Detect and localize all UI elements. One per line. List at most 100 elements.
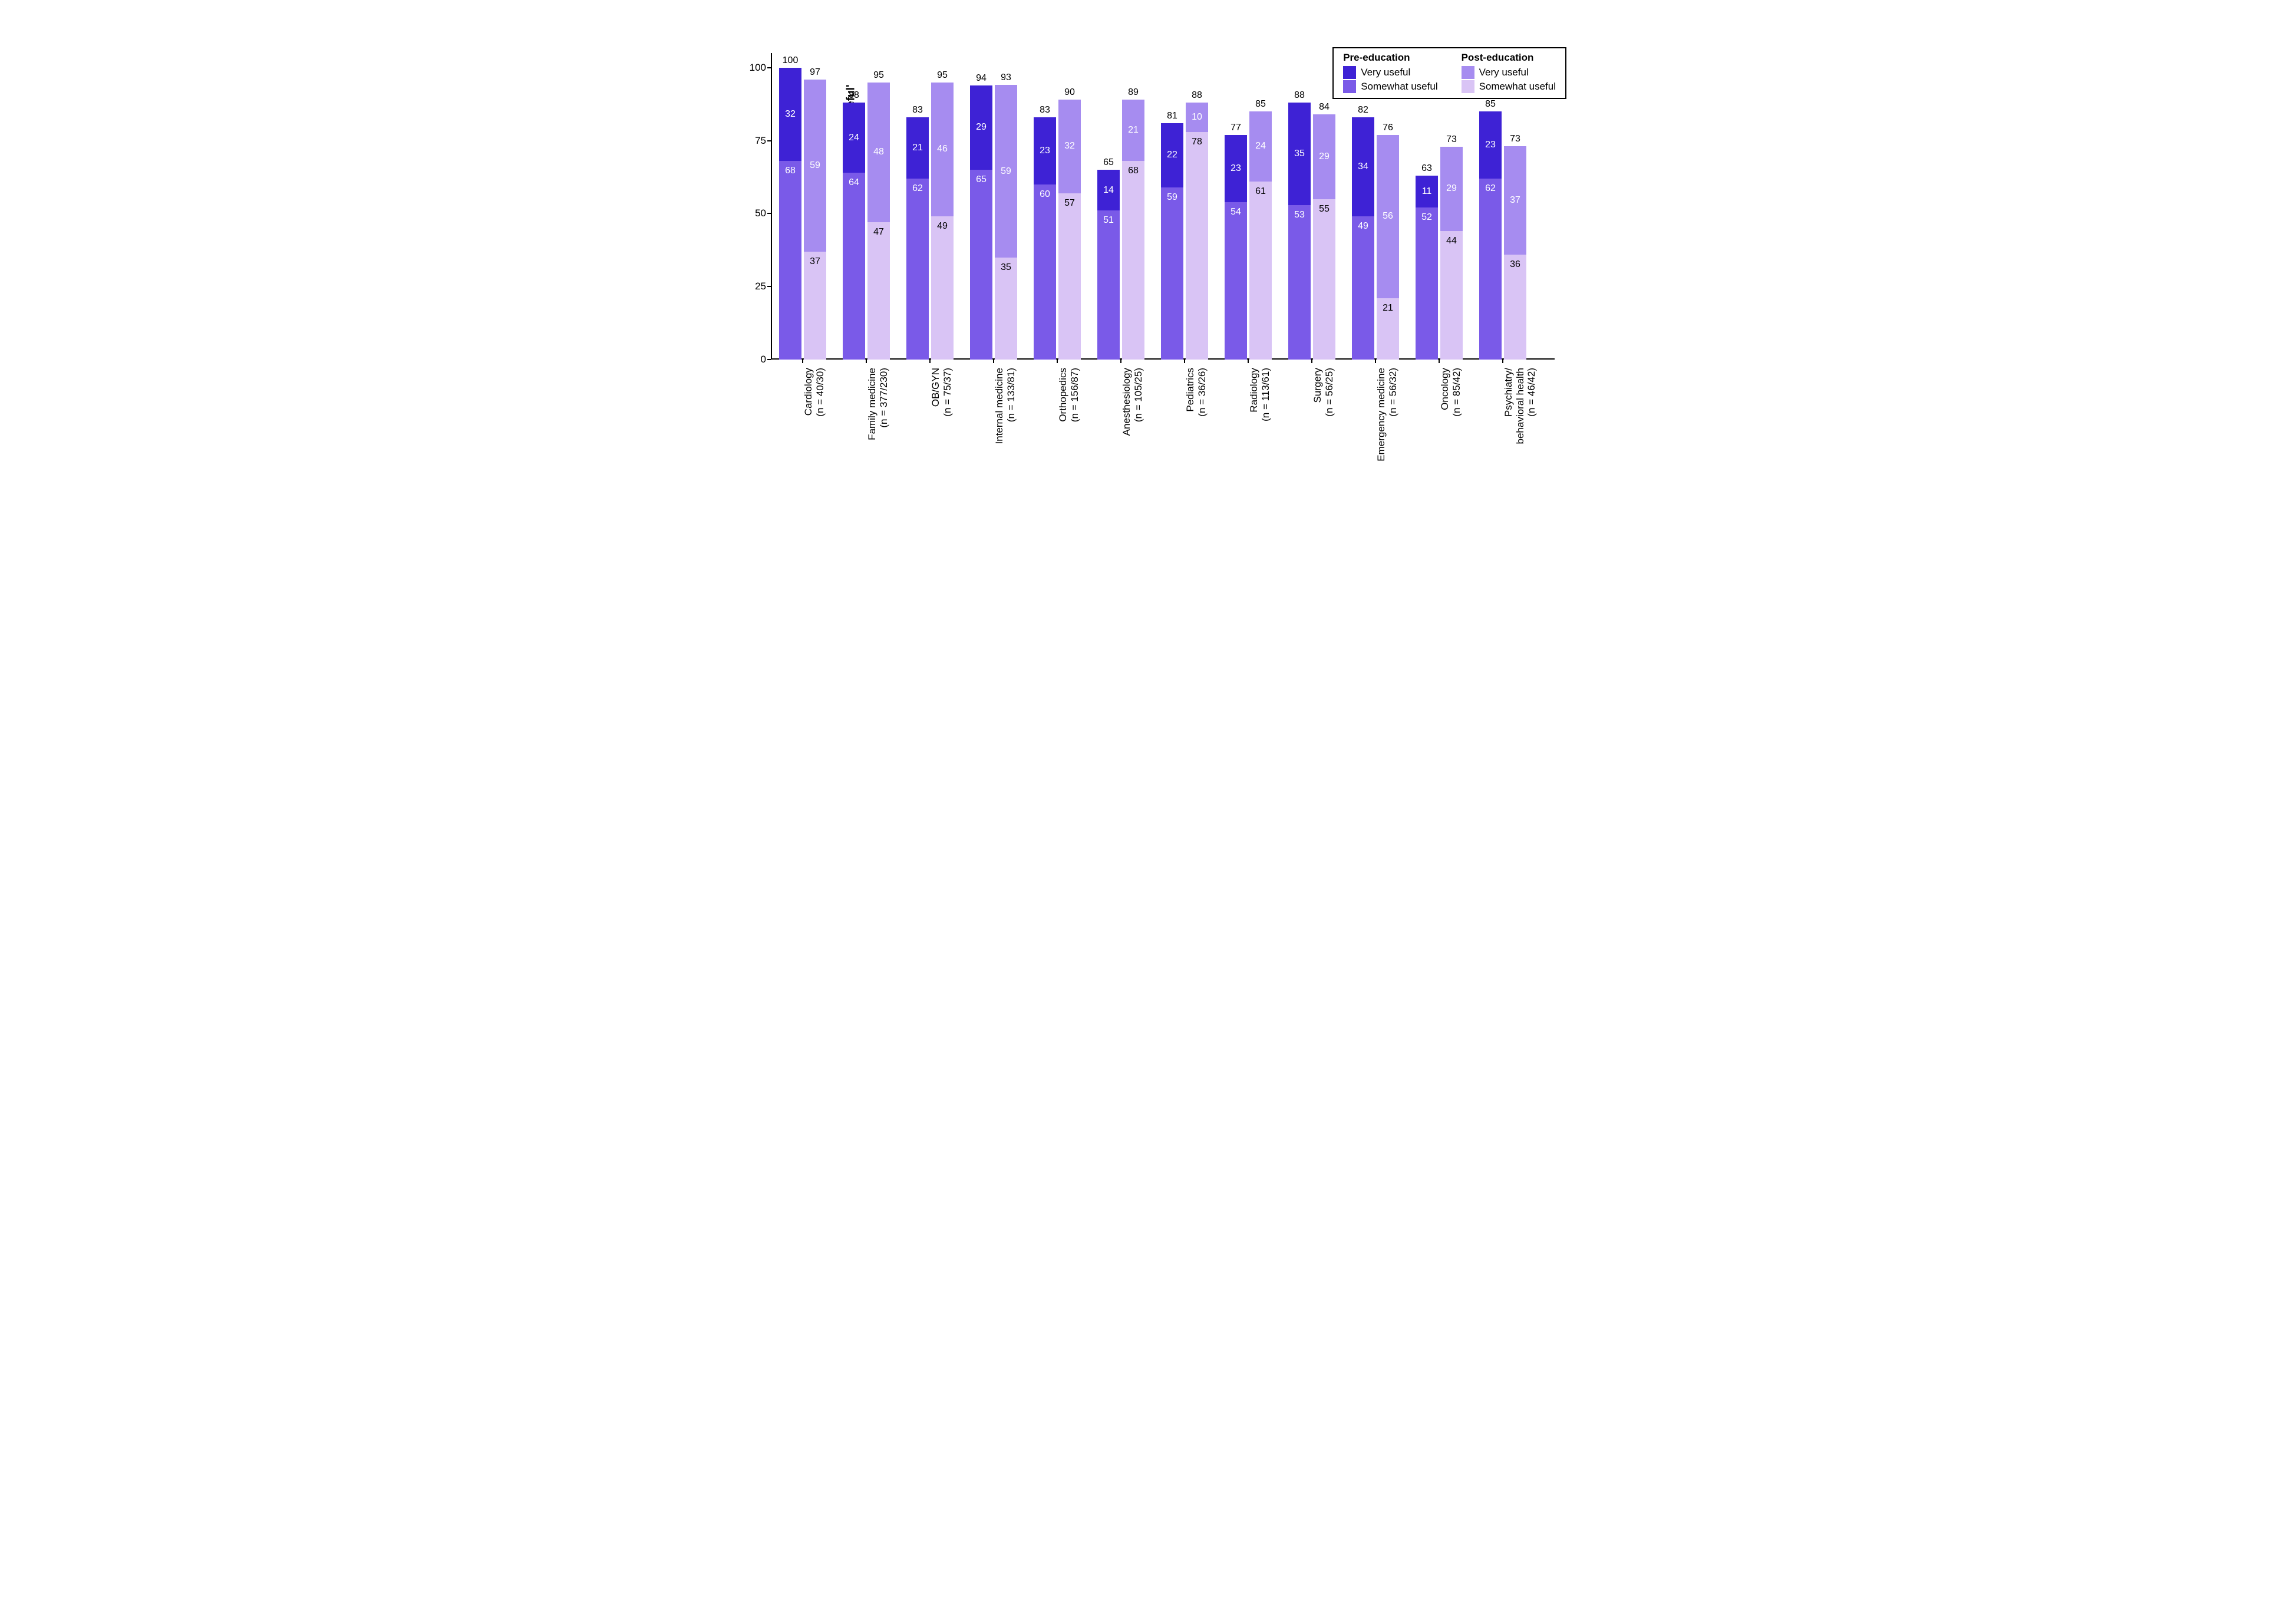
category-group: 642488474895: [843, 53, 890, 360]
post-bar: 363773: [1504, 146, 1526, 360]
pre-very-value: 23: [1040, 146, 1050, 156]
pre-total-value: 88: [1294, 90, 1305, 101]
post-somewhat-segment: 55: [1313, 199, 1335, 360]
pre-very-value: 32: [785, 109, 796, 120]
pre-very-value: 22: [1167, 150, 1177, 160]
post-bar: 442973: [1440, 147, 1463, 360]
x-tick-mark: [1502, 360, 1503, 363]
post-very-segment: 59: [804, 80, 826, 252]
y-tick-label: 100: [743, 62, 766, 74]
pre-total-value: 88: [849, 90, 859, 101]
post-very-segment: 59: [995, 85, 1017, 257]
post-somewhat-value: 55: [1319, 204, 1330, 215]
pre-total-value: 63: [1421, 163, 1432, 174]
y-tick-label: 75: [743, 135, 766, 147]
pre-somewhat-value: 49: [1358, 221, 1368, 232]
x-category-label: Psychiatry/behavioral health(n = 46/42): [1503, 368, 1538, 444]
post-very-value: 56: [1383, 211, 1393, 222]
post-very-segment: 32: [1058, 100, 1081, 193]
post-somewhat-segment: 61: [1249, 182, 1272, 360]
legend-post-somewhat: Somewhat useful: [1462, 80, 1556, 93]
category-group: 622385363773: [1479, 53, 1526, 360]
pre-very-segment: 23: [1034, 117, 1056, 184]
swatch-post-very: [1462, 66, 1474, 79]
post-somewhat-value: 35: [1001, 262, 1011, 273]
pre-somewhat-segment: 60: [1034, 184, 1056, 360]
post-total-value: 73: [1510, 134, 1520, 144]
post-somewhat-value: 21: [1383, 303, 1393, 314]
x-category-label: Cardiology(n = 40/30): [803, 368, 826, 417]
pre-very-value: 35: [1294, 149, 1305, 159]
x-category-label: Emergency medicine(n = 56/32): [1375, 368, 1398, 462]
category-group: 511465682189: [1097, 53, 1144, 360]
pre-somewhat-value: 51: [1103, 215, 1114, 226]
post-total-value: 88: [1192, 90, 1202, 101]
x-tick-mark: [1439, 360, 1440, 363]
pre-somewhat-segment: 49: [1352, 216, 1374, 360]
swatch-pre-somewhat: [1343, 80, 1356, 93]
pre-somewhat-value: 62: [912, 183, 923, 194]
pre-bar: 493482: [1352, 117, 1374, 360]
post-somewhat-segment: 35: [995, 258, 1017, 360]
x-category-label: Oncology(n = 85/42): [1439, 368, 1462, 417]
pre-bar: 592281: [1161, 123, 1183, 360]
pre-total-value: 82: [1358, 105, 1368, 116]
category-group: 521163442973: [1416, 53, 1463, 360]
legend-post-very: Very useful: [1462, 66, 1556, 79]
post-total-value: 93: [1001, 72, 1011, 83]
pre-bar: 542377: [1225, 135, 1247, 360]
post-somewhat-segment: 44: [1440, 231, 1463, 360]
post-total-value: 95: [937, 70, 948, 81]
pre-very-value: 29: [976, 122, 987, 133]
chart-container: Pre-education Very useful Somewhat usefu…: [718, 53, 1578, 360]
post-somewhat-value: 57: [1064, 198, 1075, 209]
pre-somewhat-segment: 64: [843, 173, 865, 360]
pre-bar: 511465: [1097, 170, 1120, 360]
x-category-label: Radiology(n = 113/61): [1248, 368, 1271, 421]
pre-bar: 622385: [1479, 111, 1502, 360]
post-total-value: 85: [1255, 99, 1266, 110]
post-somewhat-value: 68: [1128, 166, 1139, 176]
pre-very-value: 11: [1422, 186, 1432, 197]
pre-somewhat-segment: 62: [906, 179, 929, 360]
x-tick-mark: [866, 360, 867, 363]
plot-area: % reporting 'somewhat useful' or 'very u…: [771, 53, 1555, 360]
x-category-label: Internal medicine(n = 133/81): [994, 368, 1017, 444]
pre-total-value: 77: [1231, 123, 1241, 133]
x-tick-mark: [993, 360, 994, 363]
post-somewhat-value: 36: [1510, 259, 1520, 270]
pre-bar: 602383: [1034, 117, 1056, 360]
pre-somewhat-segment: 62: [1479, 179, 1502, 360]
post-bar: 494695: [931, 83, 954, 360]
pre-very-segment: 35: [1288, 103, 1311, 205]
post-somewhat-segment: 49: [931, 216, 954, 360]
pre-total-value: 65: [1103, 157, 1114, 168]
post-very-segment: 48: [867, 83, 890, 223]
pre-very-segment: 24: [843, 103, 865, 173]
y-tick-label: 50: [743, 207, 766, 219]
post-very-value: 59: [810, 160, 820, 171]
post-somewhat-segment: 47: [867, 222, 890, 360]
pre-very-segment: 21: [906, 117, 929, 179]
legend-very-label: Very useful: [1361, 67, 1410, 78]
legend-pre-very: Very useful: [1343, 66, 1437, 79]
pre-bar: 642488: [843, 103, 865, 360]
x-category-label: OB/GYN(n = 75/37): [930, 368, 953, 417]
post-very-value: 32: [1064, 141, 1075, 151]
post-total-value: 95: [873, 70, 884, 81]
x-tick-mark: [1184, 360, 1185, 363]
pre-somewhat-segment: 68: [779, 161, 801, 360]
category-group: 493482215676: [1352, 53, 1399, 360]
post-somewhat-value: 61: [1255, 186, 1266, 197]
post-somewhat-segment: 21: [1377, 298, 1399, 360]
pre-somewhat-segment: 54: [1225, 202, 1247, 360]
x-category-label: Pediatrics(n = 36/26): [1185, 368, 1208, 417]
pre-somewhat-value: 65: [976, 174, 987, 185]
post-very-value: 10: [1192, 112, 1202, 123]
pre-very-segment: 32: [779, 68, 801, 161]
pre-somewhat-value: 60: [1040, 189, 1050, 200]
pre-very-segment: 14: [1097, 170, 1120, 210]
pre-very-segment: 23: [1479, 111, 1502, 179]
legend-post-title: Post-education: [1462, 52, 1556, 64]
category-group: 652994355993: [970, 53, 1017, 360]
